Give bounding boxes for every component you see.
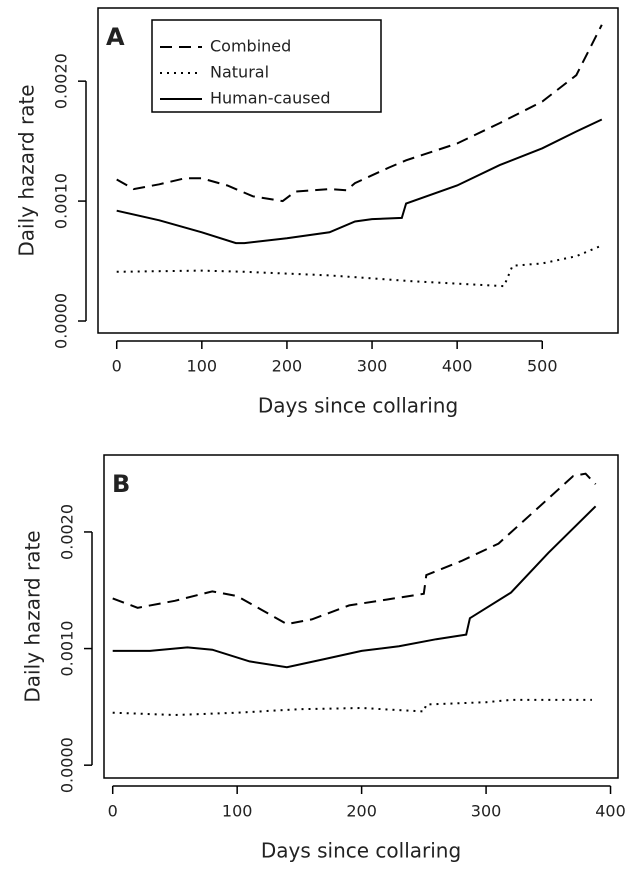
x-tick-label: 0	[108, 802, 118, 821]
legend-box	[151, 19, 382, 113]
x-axis-label: Days since collaring	[258, 394, 458, 418]
y-tick-label: 0.0010	[52, 173, 71, 229]
y-axis-label: Daily hazard rate	[21, 530, 45, 702]
x-tick-label: 100	[222, 802, 253, 821]
y-axis-label: Daily hazard rate	[15, 84, 39, 256]
x-tick-label: 400	[595, 802, 626, 821]
y-tick-label: 0.0000	[52, 293, 71, 349]
panel-label: B	[112, 470, 130, 498]
x-tick-label: 300	[357, 357, 388, 376]
x-tick-label: 200	[346, 802, 377, 821]
y-tick-label: 0.0010	[58, 621, 77, 677]
series-line	[116, 118, 603, 245]
x-tick-label: 500	[527, 357, 558, 376]
plot-frame	[103, 454, 619, 779]
x-tick-label: 200	[272, 357, 303, 376]
y-tick-label: 0.0000	[58, 737, 77, 793]
series-line	[112, 698, 592, 717]
plot-frame	[97, 7, 619, 334]
x-axis-label: Days since collaring	[261, 839, 461, 863]
legend-label: Natural	[210, 63, 269, 82]
series-line	[116, 244, 603, 288]
legend-label: Human-caused	[210, 89, 331, 108]
x-tick-label: 400	[442, 357, 473, 376]
panel-label: A	[106, 23, 125, 51]
legend-label: Combined	[210, 37, 291, 56]
y-tick-label: 0.0020	[52, 53, 71, 109]
x-tick-label: 0	[112, 357, 122, 376]
x-tick-label: 100	[187, 357, 218, 376]
series-line	[112, 472, 597, 626]
y-tick-label: 0.0020	[58, 504, 77, 560]
series-line	[116, 24, 603, 203]
x-tick-label: 300	[471, 802, 502, 821]
series-line	[112, 505, 597, 669]
